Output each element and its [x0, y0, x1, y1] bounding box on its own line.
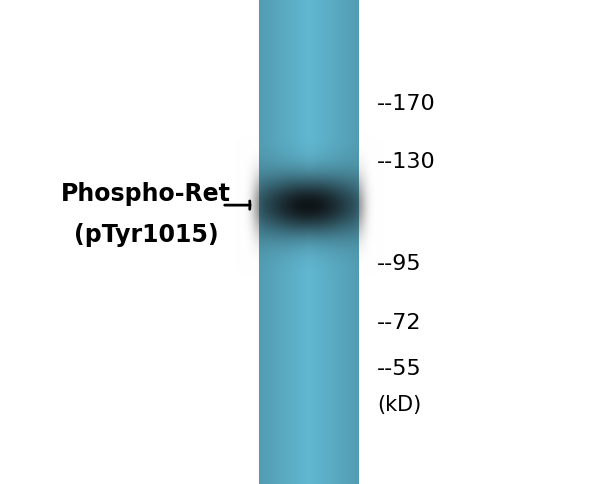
Text: --170: --170 [377, 94, 436, 114]
Text: --130: --130 [377, 152, 436, 172]
Text: --72: --72 [377, 312, 421, 332]
Text: (pTyr1015): (pTyr1015) [74, 223, 218, 247]
Text: --95: --95 [377, 254, 421, 274]
Text: (kD): (kD) [377, 394, 421, 414]
Text: --55: --55 [377, 358, 422, 378]
Text: Phospho-Ret: Phospho-Ret [61, 182, 231, 206]
